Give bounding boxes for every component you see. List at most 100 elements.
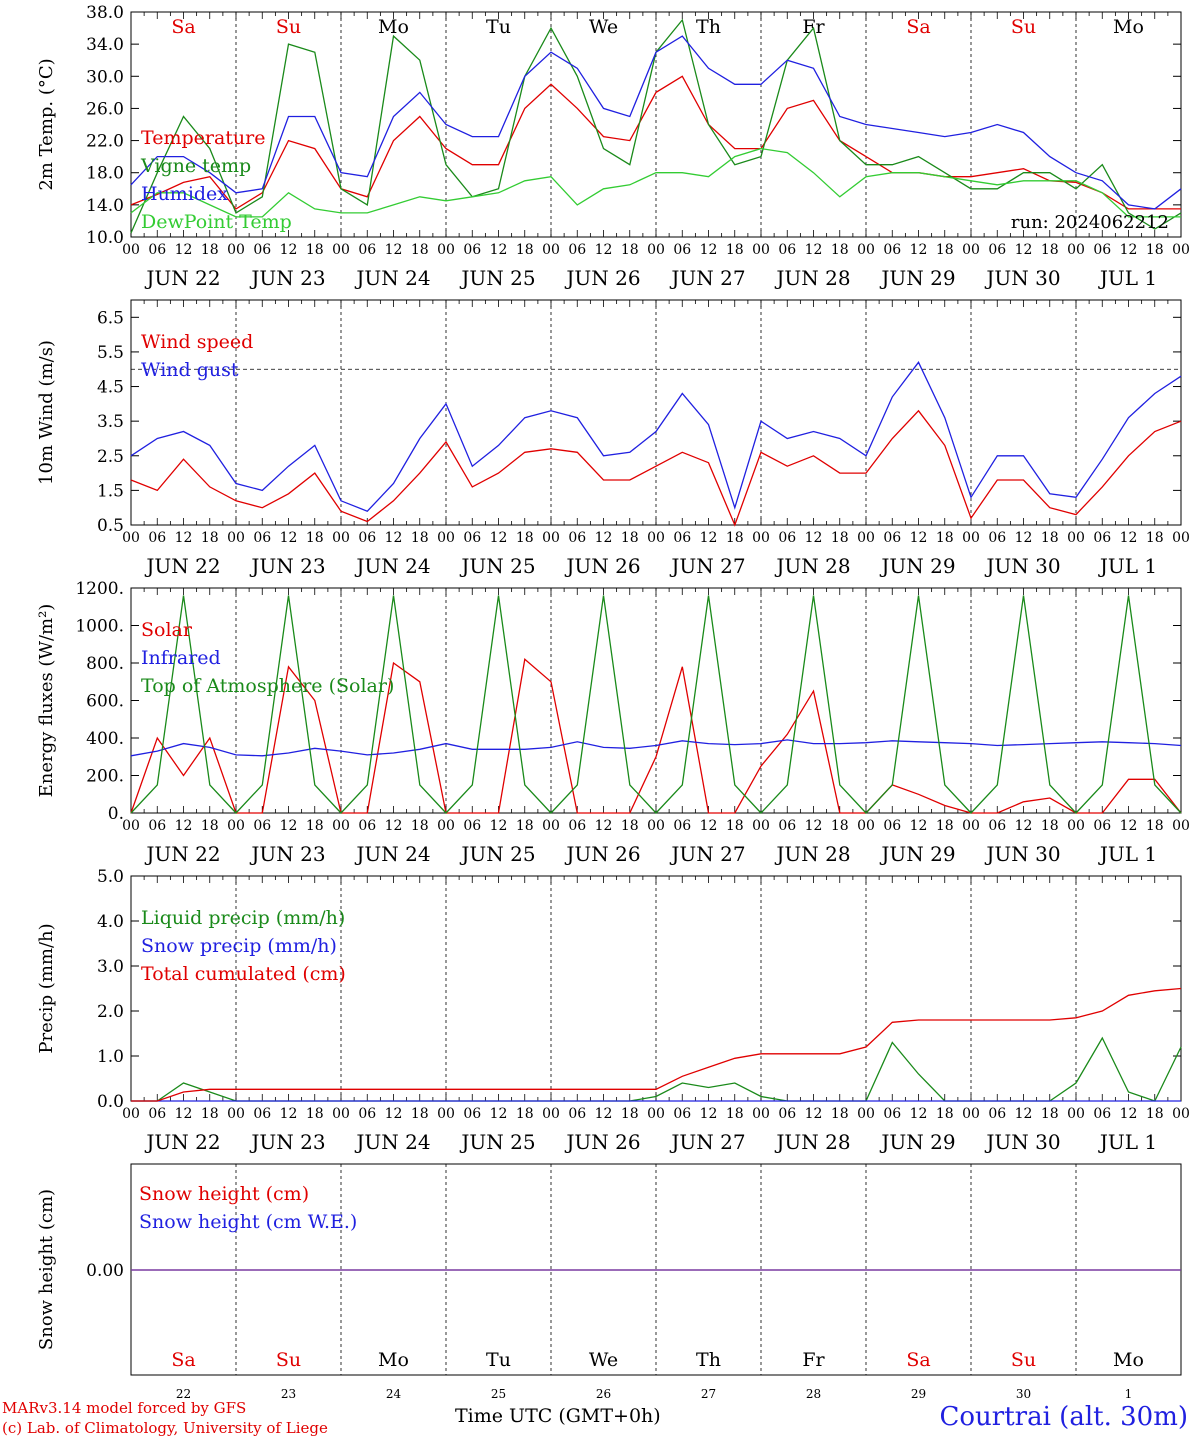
date-label: JUL 1	[1098, 842, 1157, 866]
hour-tick-label: 06	[568, 1106, 586, 1122]
hour-tick-label: 00	[962, 1106, 980, 1122]
hour-tick-label: 00	[542, 1106, 560, 1122]
hour-tick-label: 18	[411, 242, 429, 258]
y-axis-label: Snow height (cm)	[36, 1189, 57, 1350]
hour-tick-label: 00	[1067, 1106, 1085, 1122]
y-tick-label: 2.5	[97, 447, 124, 467]
hour-tick-label: 12	[280, 1106, 298, 1122]
hour-tick-label: 18	[411, 1106, 429, 1122]
legend-entry: DewPoint Temp	[141, 211, 292, 233]
hour-tick-label: 12	[280, 530, 298, 546]
hour-tick-label: 18	[201, 242, 219, 258]
hour-tick-label: 00	[1067, 242, 1085, 258]
date-label: JUN 25	[459, 842, 535, 866]
hour-tick-label: 18	[306, 818, 324, 834]
series-line-3	[130, 35, 1182, 210]
date-label: JUL 1	[1098, 266, 1157, 290]
hour-tick-label: 00	[1067, 530, 1085, 546]
time-axis-label: Time UTC (GMT+0h)	[455, 1405, 661, 1427]
weekday-label: Th	[696, 1349, 721, 1371]
day-number-label: 22	[176, 1387, 191, 1401]
hour-tick-label: 06	[883, 1106, 901, 1122]
hour-tick-label: 12	[910, 530, 928, 546]
hour-tick-label: 18	[1041, 818, 1059, 834]
hour-tick-label: 06	[358, 818, 376, 834]
y-tick-label: 3.5	[97, 412, 124, 432]
hour-tick-label: 12	[805, 818, 823, 834]
date-label: JUN 29	[879, 554, 955, 578]
weekday-label: Sa	[906, 16, 930, 38]
day-number-label: 1	[1125, 1387, 1133, 1401]
date-label: JUN 30	[984, 266, 1060, 290]
date-label: JUN 26	[564, 842, 640, 866]
hour-tick-label: 18	[1041, 1106, 1059, 1122]
date-label: JUN 25	[459, 266, 535, 290]
date-label: JUN 28	[774, 1130, 850, 1154]
y-tick-label: 22.0	[86, 132, 124, 152]
date-label: JUN 27	[669, 266, 745, 290]
date-label: JUN 29	[879, 1130, 955, 1154]
hour-tick-label: 06	[463, 242, 481, 258]
series-line-3	[131, 987, 1182, 1102]
hour-tick-label: 00	[542, 242, 560, 258]
hour-tick-label: 12	[1015, 530, 1033, 546]
hour-tick-label: 06	[358, 530, 376, 546]
date-label: JUN 27	[669, 1130, 745, 1154]
hour-tick-label: 18	[516, 242, 534, 258]
date-label: JUN 29	[879, 842, 955, 866]
day-number-label: 30	[1016, 1387, 1031, 1401]
legend-entry: Snow height (cm)	[139, 1183, 309, 1205]
series-line-2	[130, 739, 1182, 757]
hour-tick-label: 00	[542, 530, 560, 546]
day-number-label: 24	[386, 1387, 402, 1401]
hour-tick-label: 18	[936, 242, 954, 258]
hour-tick-label: 12	[175, 1106, 193, 1122]
hour-tick-label: 12	[595, 530, 613, 546]
hour-tick-label: 00	[332, 242, 350, 258]
y-axis-label: Precip (mm/h)	[36, 923, 57, 1053]
hour-tick-label: 06	[673, 1106, 691, 1122]
weekday-label: We	[589, 1349, 618, 1371]
weekday-label: Sa	[171, 1349, 195, 1371]
legend-entry: Solar	[141, 619, 193, 641]
hour-tick-label: 18	[201, 818, 219, 834]
hour-tick-label: 18	[1041, 242, 1059, 258]
hour-tick-label: 00	[227, 530, 245, 546]
y-tick-label: 5.0	[97, 867, 124, 887]
y-tick-label: 6.5	[97, 308, 124, 328]
legend-entry: Liquid precip (mm/h)	[141, 907, 345, 929]
date-label: JUN 22	[144, 1130, 220, 1154]
hour-tick-label: 06	[568, 818, 586, 834]
hour-tick-label: 06	[988, 1106, 1006, 1122]
hour-tick-label: 06	[1093, 242, 1111, 258]
hour-tick-label: 12	[1120, 818, 1138, 834]
date-label: JUN 23	[249, 266, 325, 290]
hour-tick-label: 00	[122, 1106, 140, 1122]
hour-tick-label: 12	[490, 530, 508, 546]
chart-panel-5: 0.00 Sa 22 Su 23 Mo 24 Tu 25 We 26 Th 27 Fr 28 Sa 29 Su 30…	[36, 1163, 1182, 1401]
y-tick-label: 34.0	[86, 35, 124, 55]
hour-tick-label: 12	[1015, 242, 1033, 258]
hour-tick-label: 00	[647, 818, 665, 834]
hour-tick-label: 18	[726, 530, 744, 546]
hour-tick-label: 06	[778, 1106, 796, 1122]
hour-tick-label: 12	[1120, 1106, 1138, 1122]
series-line-3	[130, 595, 1182, 814]
hour-tick-label: 12	[490, 242, 508, 258]
hour-tick-label: 18	[411, 818, 429, 834]
hour-tick-label: 00	[647, 530, 665, 546]
hour-tick-label: 18	[516, 1106, 534, 1122]
weekday-label: Su	[276, 16, 301, 38]
hour-tick-label: 06	[148, 242, 166, 258]
date-label: JUN 26	[564, 1130, 640, 1154]
hour-tick-label: 06	[673, 530, 691, 546]
hour-tick-label: 00	[1172, 242, 1190, 258]
y-tick-label: 5.5	[97, 343, 124, 363]
hour-tick-label: 18	[201, 530, 219, 546]
hour-tick-label: 00	[857, 242, 875, 258]
date-label: JUN 25	[459, 554, 535, 578]
hour-tick-label: 06	[253, 818, 271, 834]
y-tick-label: 14.0	[86, 196, 124, 216]
y-tick-label: 10.0	[86, 228, 124, 248]
